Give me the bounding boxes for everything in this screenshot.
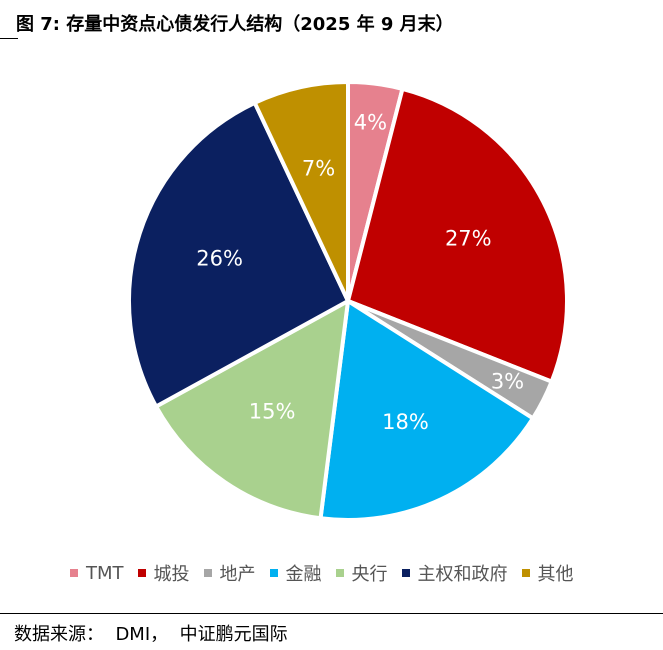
legend-swatch-2 bbox=[203, 569, 212, 577]
slice-label-4: 15% bbox=[249, 400, 296, 424]
pie-slice-1 bbox=[346, 86, 569, 384]
slice-label-2: 3% bbox=[491, 369, 524, 393]
source-divider bbox=[0, 613, 663, 614]
legend-item-6: 其他 bbox=[521, 560, 574, 586]
legend-label-3: 金融 bbox=[285, 564, 322, 585]
legend-label-6: 其他 bbox=[537, 564, 574, 585]
legend-swatch-0 bbox=[70, 569, 78, 577]
pie-chart: 4% 27% 3% 18% 15% 26% 7% bbox=[127, 80, 569, 522]
legend-label-1: 城投 bbox=[153, 564, 190, 585]
legend-item-4: 央行 bbox=[335, 560, 388, 586]
slice-label-6: 7% bbox=[302, 156, 335, 180]
legend-label-2: 地产 bbox=[219, 564, 256, 585]
pie-slice-6 bbox=[252, 80, 350, 303]
pie-slice-3 bbox=[318, 299, 535, 522]
slice-label-5: 26% bbox=[196, 246, 243, 270]
chart-title: 图 7: 存量中资点心债发行人结构（2025 年 9 月末） bbox=[16, 14, 454, 35]
chart-legend: TMT 城投 地产 金融 央行 主权和政府 其他 bbox=[70, 560, 588, 586]
legend-item-2: 地产 bbox=[203, 560, 256, 586]
legend-label-5: 主权和政府 bbox=[417, 564, 508, 585]
slice-label-0: 4% bbox=[354, 110, 387, 134]
legend-item-5: 主权和政府 bbox=[401, 560, 508, 586]
legend-item-1: 城投 bbox=[137, 560, 190, 586]
legend-swatch-3 bbox=[269, 569, 278, 577]
pie-slice-4 bbox=[154, 299, 350, 521]
slice-label-3: 18% bbox=[382, 410, 429, 434]
legend-swatch-4 bbox=[335, 569, 344, 577]
source-note: 数据来源： DMI， 中证鹏元国际 bbox=[14, 624, 288, 645]
slice-label-1: 27% bbox=[445, 227, 492, 251]
legend-item-3: 金融 bbox=[269, 560, 322, 586]
legend-label-0: TMT bbox=[86, 562, 124, 584]
legend-swatch-6 bbox=[521, 569, 530, 577]
legend-swatch-5 bbox=[401, 569, 410, 577]
legend-label-4: 央行 bbox=[351, 564, 388, 585]
title-divider bbox=[0, 38, 18, 39]
legend-swatch-1 bbox=[137, 569, 146, 577]
pie-slice-5 bbox=[127, 100, 350, 409]
legend-item-0: TMT bbox=[70, 563, 124, 584]
